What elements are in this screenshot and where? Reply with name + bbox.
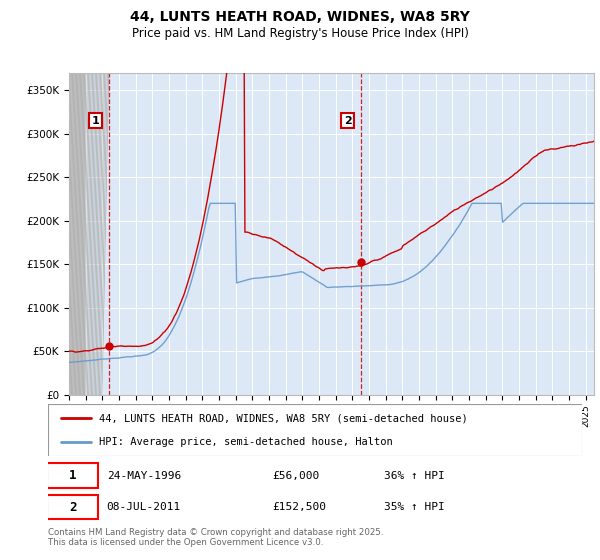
- Text: 44, LUNTS HEATH ROAD, WIDNES, WA8 5RY: 44, LUNTS HEATH ROAD, WIDNES, WA8 5RY: [130, 10, 470, 24]
- FancyBboxPatch shape: [47, 495, 98, 520]
- Text: £152,500: £152,500: [272, 502, 326, 512]
- Text: Contains HM Land Registry data © Crown copyright and database right 2025.
This d: Contains HM Land Registry data © Crown c…: [48, 528, 383, 547]
- Text: HPI: Average price, semi-detached house, Halton: HPI: Average price, semi-detached house,…: [99, 437, 392, 447]
- Bar: [69, 73, 85, 395]
- Text: 35% ↑ HPI: 35% ↑ HPI: [385, 502, 445, 512]
- Text: 2: 2: [344, 116, 352, 125]
- Text: 24-MAY-1996: 24-MAY-1996: [107, 470, 181, 480]
- Text: 08-JUL-2011: 08-JUL-2011: [107, 502, 181, 512]
- Text: 36% ↑ HPI: 36% ↑ HPI: [385, 470, 445, 480]
- Text: 1: 1: [69, 469, 76, 482]
- Text: Price paid vs. HM Land Registry's House Price Index (HPI): Price paid vs. HM Land Registry's House …: [131, 27, 469, 40]
- Text: 2: 2: [69, 501, 76, 514]
- Text: £56,000: £56,000: [272, 470, 320, 480]
- Text: 1: 1: [92, 116, 100, 125]
- Text: 44, LUNTS HEATH ROAD, WIDNES, WA8 5RY (semi-detached house): 44, LUNTS HEATH ROAD, WIDNES, WA8 5RY (s…: [99, 413, 467, 423]
- FancyBboxPatch shape: [47, 463, 98, 488]
